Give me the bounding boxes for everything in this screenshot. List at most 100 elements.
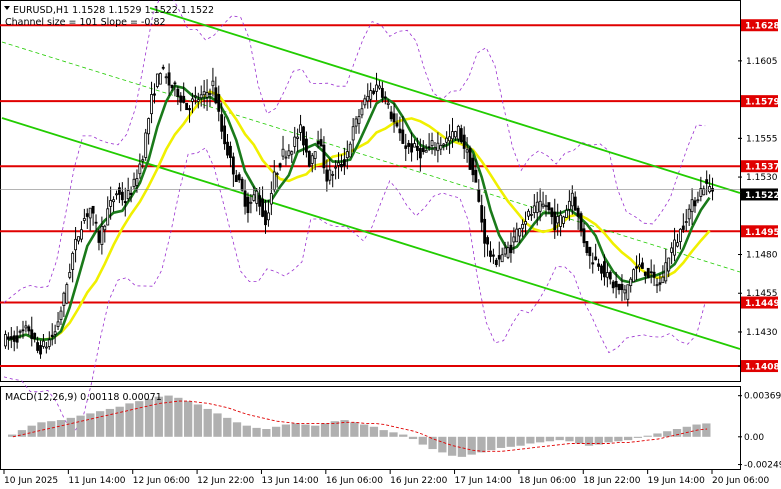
candle-body	[655, 284, 659, 287]
macd-histogram-bar	[330, 421, 339, 437]
candle-body	[579, 213, 583, 231]
channel-upper	[149, 7, 741, 194]
time-tick-label: 13 Jun 14:00	[261, 476, 318, 486]
candle-body	[234, 175, 238, 183]
macd-histogram-bar	[389, 432, 398, 437]
candle-body	[427, 146, 431, 149]
macd-histogram-bar	[135, 401, 144, 437]
candle-body	[24, 325, 28, 329]
candle-body	[217, 94, 221, 112]
level-tag-bg	[741, 95, 778, 108]
candle-body	[167, 72, 171, 86]
level-tag-bg	[741, 160, 778, 173]
candle-body	[109, 200, 113, 207]
time-tick-label: 19 Jun 14:00	[648, 476, 705, 486]
candle-body	[608, 271, 612, 280]
candle-body	[535, 201, 539, 213]
bollinger-bands	[3, 0, 706, 434]
candle-body	[229, 145, 232, 158]
candle-body	[436, 142, 440, 152]
candle-body	[302, 126, 305, 146]
candle-body	[103, 225, 107, 231]
candle-body	[313, 151, 317, 159]
symbol-title: EURUSD,H1 1.1528 1.1529 1.1522 1.1522	[13, 5, 214, 16]
price-tick-label: 1.1455	[746, 289, 778, 299]
candle-body	[591, 262, 595, 265]
level-tag-bg	[741, 19, 778, 32]
candle-body	[269, 193, 273, 205]
candle-body	[372, 90, 376, 94]
candle-body	[629, 278, 633, 287]
macd-histogram-bar	[448, 436, 457, 456]
collapse-arrow-icon[interactable]	[4, 6, 10, 10]
macd-histogram-bar	[291, 423, 300, 437]
candle-body	[345, 151, 349, 159]
macd-histogram-bar	[672, 429, 682, 437]
price-tags: 1.1628 1.1579 1.1537 1.1495 1.1449 1.1408 1.15…	[0, 19, 780, 373]
macd-histogram-bar	[438, 436, 447, 453]
candle-body	[246, 196, 250, 214]
price-tick-label: 1.1530	[746, 173, 778, 183]
macd-histogram-bar	[262, 429, 271, 437]
macd-histogram-bar	[76, 415, 85, 437]
candle-body	[614, 280, 618, 288]
candle-body	[272, 171, 276, 191]
candle-body	[708, 186, 712, 193]
candle-body	[91, 205, 95, 214]
candle-body	[532, 205, 536, 213]
candle-body	[491, 254, 495, 257]
candle-body	[547, 202, 551, 211]
candle-body	[120, 191, 124, 201]
candle-body	[322, 144, 326, 169]
candle-body	[544, 205, 548, 208]
candle-body	[176, 88, 180, 97]
macd-histogram-bar	[516, 436, 525, 446]
candle-body	[565, 209, 568, 218]
macd-indicator: 0.00369 0.00 -0.00249	[8, 392, 781, 471]
candle-body	[226, 141, 229, 156]
candle-body	[275, 173, 279, 175]
candle-body	[392, 113, 396, 123]
candle-body	[439, 144, 443, 150]
candle-body	[413, 143, 416, 148]
candle-body	[524, 221, 527, 225]
candle-body	[164, 76, 168, 79]
macd-histogram-bar	[487, 436, 496, 451]
candle-body	[281, 148, 285, 157]
macd-histogram-bar	[184, 401, 193, 437]
macd-histogram-bar	[340, 420, 349, 437]
candle-body	[240, 178, 244, 191]
candle-body	[223, 125, 227, 145]
candle-body	[188, 108, 191, 111]
candle-body	[12, 335, 16, 342]
candle-body	[205, 92, 209, 98]
candle-body	[705, 179, 709, 184]
candle-body	[670, 247, 674, 253]
candle-body	[430, 140, 434, 147]
candle-body	[331, 173, 335, 176]
candle-body	[690, 199, 694, 213]
time-tick-label: 12 Jun 06:00	[133, 476, 190, 486]
candle-body	[646, 267, 650, 279]
candle-body	[480, 205, 484, 223]
candle-body	[182, 95, 186, 103]
candle-body	[676, 242, 679, 247]
candle-body	[640, 262, 644, 269]
candle-body	[483, 218, 487, 244]
candle-body	[278, 163, 282, 168]
candle-body	[290, 151, 294, 155]
candle-body	[465, 149, 469, 153]
candle-body	[65, 284, 69, 304]
candle-body	[418, 148, 422, 159]
time-tick-label: 20 Jun 06:00	[712, 476, 769, 486]
candle-body	[21, 329, 25, 332]
candle-body	[573, 196, 577, 211]
candle-body	[515, 228, 519, 243]
candle-body	[702, 188, 706, 196]
macd-histogram-bar	[457, 436, 467, 457]
candle-body	[638, 264, 641, 268]
candle-body	[512, 236, 516, 243]
channel-lower	[1, 117, 741, 350]
macd-histogram-bar	[604, 436, 613, 443]
